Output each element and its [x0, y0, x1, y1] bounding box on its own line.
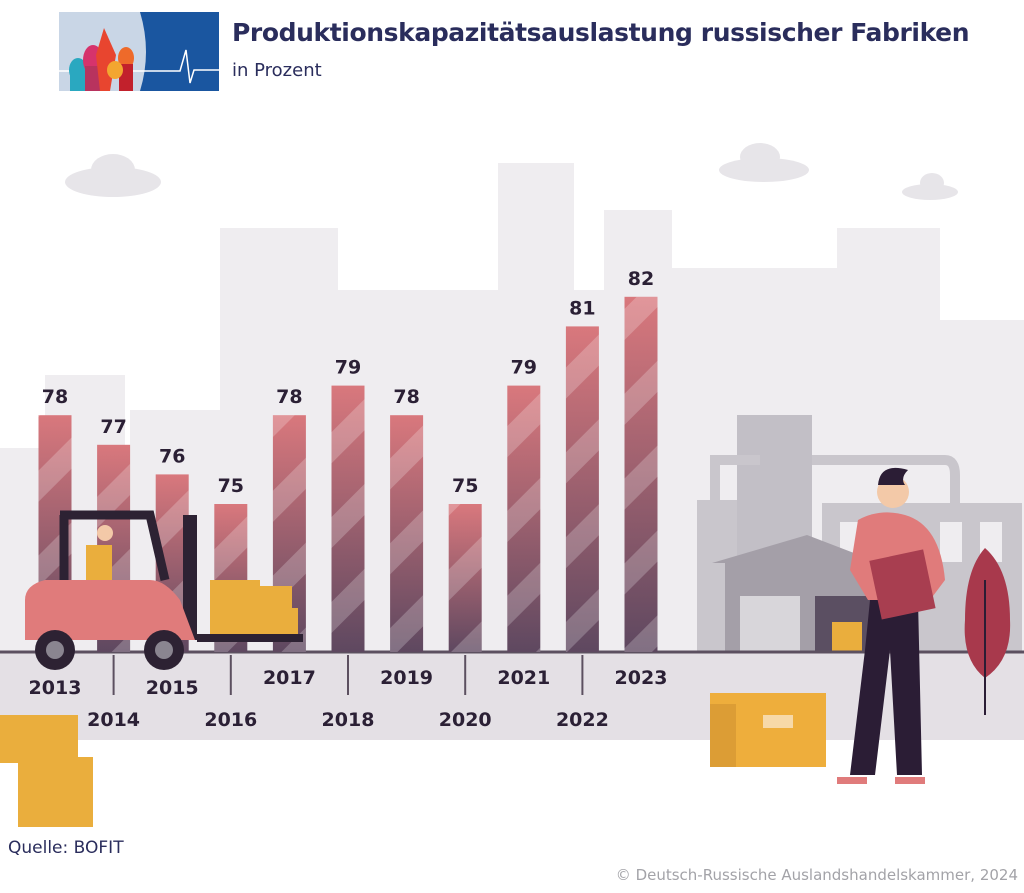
bar-stripes	[390, 415, 424, 652]
x-tick-label: 2015	[146, 677, 199, 699]
data-label: 79	[511, 357, 537, 379]
x-tick-label: 2020	[439, 709, 492, 731]
bar-stripes	[624, 296, 658, 652]
source-note: Quelle: BOFIT	[8, 838, 124, 858]
data-label: 75	[452, 475, 478, 497]
x-tick-label: 2014	[87, 709, 140, 731]
chart-subtitle: in Prozent	[232, 60, 322, 81]
x-tick-label: 2013	[29, 677, 82, 699]
boxes-illustration	[0, 693, 826, 827]
bar-stripes	[565, 326, 599, 652]
x-tick-label: 2022	[556, 709, 609, 731]
clouds	[65, 143, 958, 200]
copyright-note: © Deutsch-Russische Auslandshandelskamme…	[615, 866, 1018, 884]
data-label: 82	[628, 268, 654, 290]
tree-illustration	[964, 548, 1011, 715]
data-label: 79	[335, 357, 361, 379]
bar-stripes	[507, 385, 541, 652]
data-label: 77	[100, 416, 126, 438]
x-tick-label: 2016	[204, 709, 257, 731]
x-tick-label: 2023	[615, 667, 668, 689]
x-tick-label: 2021	[497, 667, 550, 689]
data-label: 76	[159, 445, 185, 467]
chart-title: Produktionskapazitätsauslastung russisch…	[232, 18, 970, 47]
x-tick-label: 2019	[380, 667, 433, 689]
x-tick-label: 2018	[322, 709, 375, 731]
bar-stripes	[331, 385, 365, 652]
bar-stripes	[448, 504, 482, 652]
data-label: 81	[569, 297, 595, 319]
x-tick-label: 2017	[263, 667, 316, 689]
man-with-clipboard-illustration	[837, 467, 945, 784]
data-label: 78	[42, 386, 68, 408]
data-label: 75	[218, 475, 244, 497]
data-label: 78	[393, 386, 419, 408]
forklift-illustration	[25, 510, 303, 670]
data-label: 78	[276, 386, 302, 408]
